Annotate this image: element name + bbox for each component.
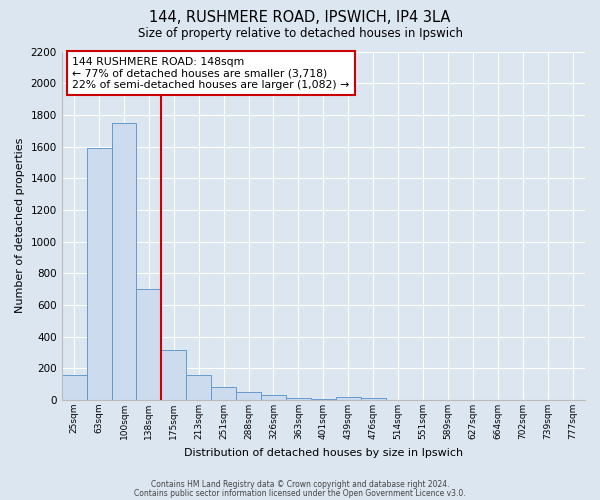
Bar: [112, 123, 136, 400]
Bar: [286, 398, 311, 400]
Bar: [86, 148, 112, 400]
Bar: [361, 398, 386, 400]
Bar: [311, 399, 336, 400]
Bar: [136, 289, 161, 400]
Text: 144, RUSHMERE ROAD, IPSWICH, IP4 3LA: 144, RUSHMERE ROAD, IPSWICH, IP4 3LA: [149, 10, 451, 25]
Bar: [236, 392, 261, 400]
Text: 144 RUSHMERE ROAD: 148sqm
← 77% of detached houses are smaller (3,718)
22% of se: 144 RUSHMERE ROAD: 148sqm ← 77% of detac…: [72, 56, 349, 90]
Bar: [62, 374, 86, 400]
Text: Contains HM Land Registry data © Crown copyright and database right 2024.: Contains HM Land Registry data © Crown c…: [151, 480, 449, 489]
X-axis label: Distribution of detached houses by size in Ipswich: Distribution of detached houses by size …: [184, 448, 463, 458]
Y-axis label: Number of detached properties: Number of detached properties: [15, 138, 25, 314]
Bar: [161, 350, 186, 400]
Bar: [211, 386, 236, 400]
Text: Contains public sector information licensed under the Open Government Licence v3: Contains public sector information licen…: [134, 489, 466, 498]
Bar: [261, 396, 286, 400]
Bar: [336, 397, 361, 400]
Text: Size of property relative to detached houses in Ipswich: Size of property relative to detached ho…: [137, 28, 463, 40]
Bar: [186, 376, 211, 400]
